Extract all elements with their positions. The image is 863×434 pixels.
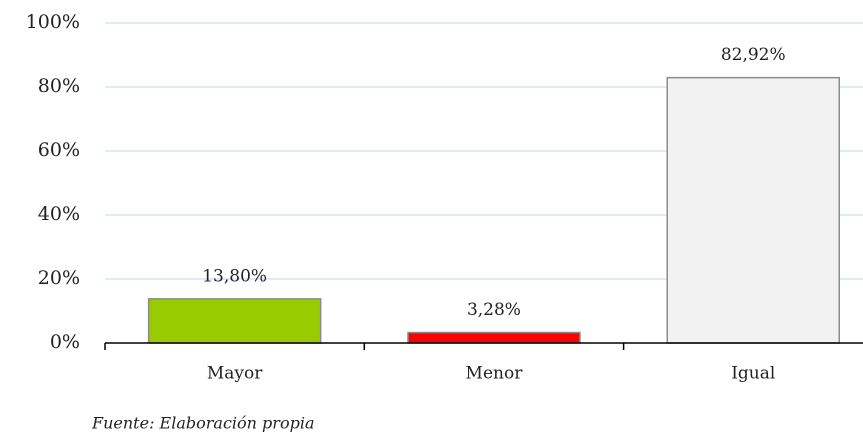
source-note: Fuente: Elaboración propia	[91, 414, 314, 433]
y-tick-label: 40%	[38, 203, 80, 225]
y-tick-label: 100%	[26, 11, 80, 33]
x-tick-label: Menor	[466, 364, 524, 384]
value-label: 82,92%	[721, 45, 786, 65]
x-tick-label: Mayor	[207, 364, 263, 384]
bar	[407, 331, 581, 344]
bar	[147, 298, 322, 344]
y-tick-label: 0%	[50, 331, 80, 353]
value-label: 3,28%	[467, 300, 521, 320]
x-tick-label: Igual	[731, 364, 775, 384]
value-label: 13,80%	[202, 266, 267, 286]
bar	[666, 76, 840, 344]
y-tick-label: 80%	[38, 75, 80, 97]
y-tick-label: 60%	[38, 139, 80, 161]
y-tick-label: 20%	[38, 267, 80, 289]
